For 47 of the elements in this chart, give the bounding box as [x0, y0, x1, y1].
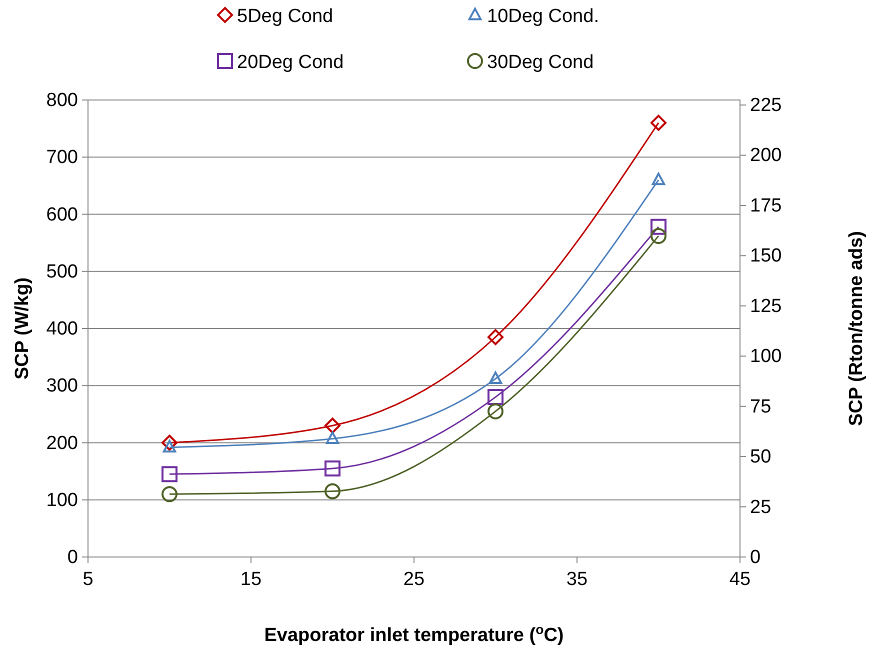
y2-axis-title: SCP (Rton/tonne ads) — [846, 231, 867, 426]
y-tick-label: 0 — [67, 547, 78, 568]
x-tick-label: 45 — [729, 569, 751, 590]
point — [326, 431, 340, 444]
y-tick-label: 400 — [46, 318, 78, 340]
point — [488, 389, 504, 406]
point — [650, 114, 666, 131]
legend-label: 30Deg Cond — [487, 52, 594, 73]
point — [488, 329, 504, 346]
legend-label: 20Deg Cond — [237, 52, 344, 73]
y2-tick-label: 100 — [750, 346, 782, 368]
legend-label: 5Deg Cond — [237, 6, 334, 27]
y-tick-label: 200 — [46, 432, 78, 454]
y-axis-title: SCP (W/kg) — [12, 277, 33, 380]
point — [488, 371, 502, 384]
point — [162, 440, 176, 453]
point — [162, 466, 178, 482]
y2-tick-label: 125 — [750, 296, 782, 317]
y2-tick-label: 225 — [750, 95, 782, 116]
point — [650, 228, 666, 244]
y2-tick-label: 200 — [750, 145, 782, 166]
point — [324, 483, 340, 500]
x-tick-label: 25 — [403, 569, 425, 590]
point — [488, 403, 504, 420]
x-tick-label: 5 — [82, 569, 94, 590]
y2-tick-label: 25 — [750, 496, 772, 518]
y2-tick-label: 175 — [750, 195, 782, 216]
y2-tick-label: 75 — [750, 396, 772, 418]
point — [324, 460, 340, 476]
point — [162, 434, 178, 451]
x-tick-label: 35 — [566, 569, 588, 590]
y2-tick-label: 50 — [750, 446, 772, 468]
legend-label: 10Deg Cond. — [487, 6, 599, 27]
y-tick-label: 500 — [46, 261, 78, 282]
y2-tick-label: 150 — [750, 246, 782, 267]
y-tick-label: 100 — [46, 490, 78, 511]
y-tick-label: 700 — [46, 147, 78, 168]
point — [652, 172, 666, 186]
y-tick-label: 600 — [46, 204, 78, 226]
point — [324, 418, 340, 434]
point — [650, 218, 666, 235]
y-tick-label: 800 — [46, 90, 78, 111]
x-axis-title: Evaporator inlet temperature ($^{o}$C) — [264, 622, 564, 646]
y-tick-label: 300 — [46, 376, 78, 397]
x-tick-label: 15 — [240, 569, 262, 590]
point — [162, 486, 178, 502]
y2-tick-label: 0 — [750, 547, 761, 568]
